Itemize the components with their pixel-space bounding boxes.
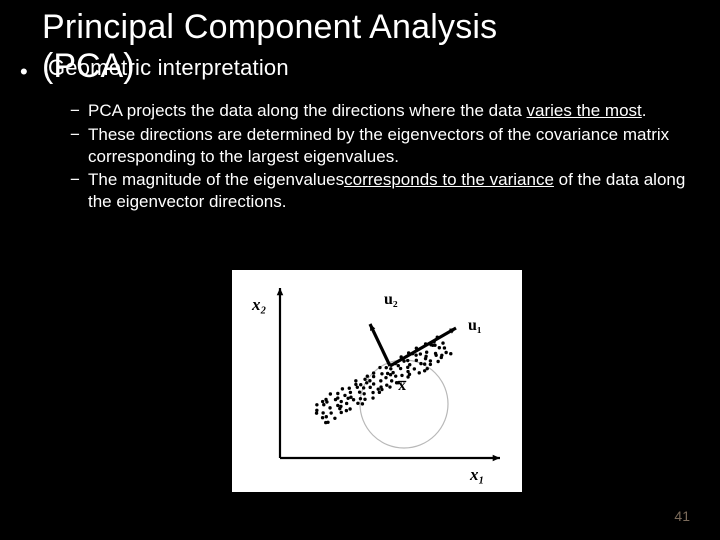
svg-text:u₂: u₂	[384, 291, 398, 308]
slide: Principal Component Analysis • (PCA) Geo…	[0, 0, 720, 540]
slide-title-line1: Principal Component Analysis	[42, 8, 690, 47]
svg-text:x̅: x̅	[397, 377, 407, 394]
page-number: 41	[674, 508, 690, 524]
geometric-interpretation-label: Geometric interpretation	[48, 55, 289, 81]
svg-text:x₁: x₁	[469, 465, 484, 484]
sub-text: PCA projects the data along the directio…	[88, 101, 647, 120]
title-block: Principal Component Analysis • (PCA) Geo…	[42, 8, 690, 86]
dash-icon: −	[70, 100, 80, 122]
sub-bullet-item: − PCA projects the data along the direct…	[70, 100, 690, 122]
sub-text: The magnitude of the eigenvaluescorrespo…	[88, 170, 685, 211]
sub-text: These directions are determined by the e…	[88, 125, 669, 166]
sub-bullet-item: − These directions are determined by the…	[70, 124, 690, 168]
sub-bullet-list: − PCA projects the data along the direct…	[70, 100, 690, 213]
sub-bullet-item: − The magnitude of the eigenvaluescorres…	[70, 169, 690, 213]
pca-figure: x₁ x₂ u₁ u₂ x̅	[232, 270, 522, 492]
svg-text:x₂: x₂	[251, 295, 267, 314]
bullet-dot: •	[20, 59, 28, 85]
pca-figure-svg: x₁ x₂ u₁ u₂ x̅	[232, 270, 522, 492]
slide-title-line2-row: • (PCA) Geometric interpretation	[42, 47, 690, 86]
dash-icon: −	[70, 169, 80, 191]
dash-icon: −	[70, 124, 80, 146]
svg-text:u₁: u₁	[468, 317, 482, 334]
title-overlay-wrap: (PCA) Geometric interpretation	[42, 47, 135, 86]
